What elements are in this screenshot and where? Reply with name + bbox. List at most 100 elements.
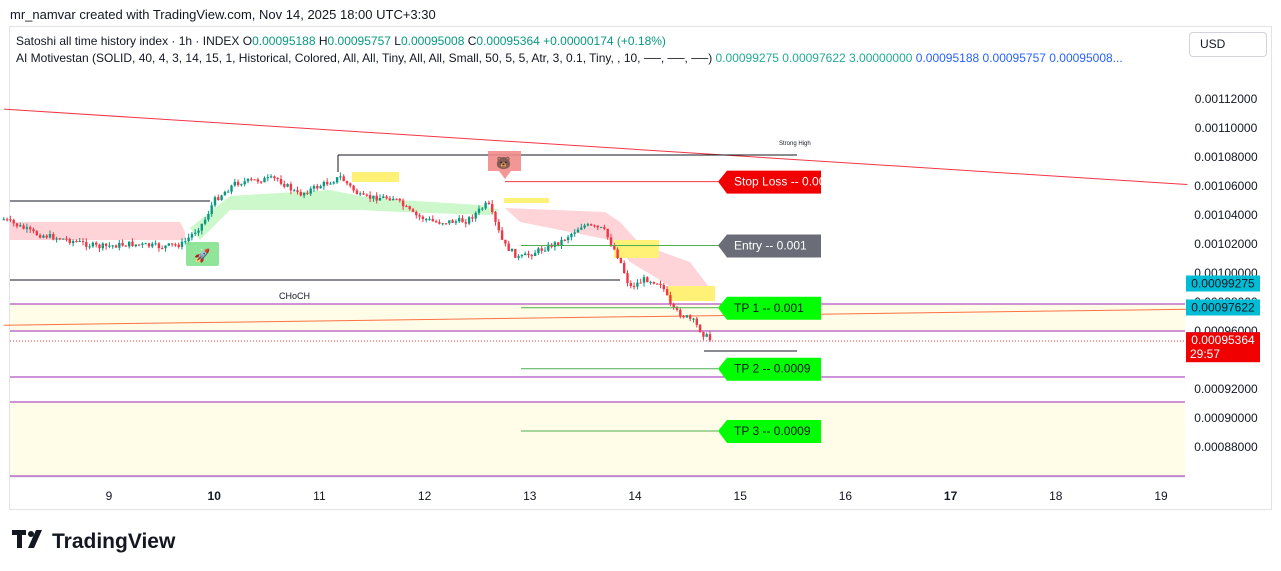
candle-body [118, 242, 121, 248]
candle-body [312, 185, 316, 189]
candle-body [200, 223, 203, 231]
candle-body [283, 183, 286, 187]
candle-body [137, 244, 141, 246]
candle-body [527, 253, 530, 256]
level-tag-entry[interactable] [718, 234, 821, 258]
x-tick-label: 10 [208, 489, 222, 503]
candle-body [246, 178, 250, 182]
level-label-tp1: TP 1 -- 0.001 [734, 301, 804, 315]
candle-body [385, 196, 388, 199]
candle-body [705, 334, 708, 337]
candle-body [378, 198, 382, 201]
candle-body [151, 243, 154, 247]
bullish-cloud [190, 190, 500, 240]
buy-signal-marker[interactable]: 🚀 [186, 242, 219, 266]
candle-body [42, 235, 45, 238]
indicator-legend[interactable]: AI Motivestan (SOLID, 40, 4, 3, 14, 15, … [16, 51, 1123, 65]
svg-text:🐻: 🐻 [496, 155, 511, 170]
price-label-box [1186, 299, 1260, 316]
candle-body [170, 243, 174, 245]
trade-levels: Stop Loss -- 0.0011 Entry -- 0.001 TP 1 --… [505, 170, 838, 444]
candle-body [434, 221, 438, 223]
candle-body [365, 194, 368, 196]
candle-body [368, 195, 372, 199]
y-tick-label: 0.00088000 [1194, 440, 1258, 454]
indicator-value: 3.00000000 [849, 51, 913, 65]
candle-body [471, 217, 474, 219]
x-axis[interactable]: 9 10 11 12 13 14 15 16 17 18 19 [106, 489, 1168, 503]
y-tick-label: 0.00106000 [1194, 179, 1258, 193]
candle-body [227, 191, 230, 193]
order-block [668, 286, 715, 301]
candle-body [451, 220, 454, 223]
price-labels: 0.000992750.000976220.000953660.00095364… [1186, 275, 1260, 363]
y-tick-label: 0.00104000 [1194, 208, 1258, 222]
candle-body [636, 282, 639, 287]
symbol-legend[interactable]: Satoshi all time history index · 1h · IN… [16, 34, 666, 48]
candle-body [91, 242, 95, 247]
candle-body [692, 318, 695, 320]
upper-trendline [3, 108, 1188, 186]
level-tag-tp3[interactable] [718, 420, 821, 444]
candle-body [71, 241, 75, 244]
candle-body [573, 232, 576, 234]
candle-body [517, 256, 520, 258]
candle-body [623, 263, 626, 274]
candle-body [68, 239, 71, 244]
candle-body [669, 295, 672, 304]
candle-body [319, 186, 322, 189]
candle-body [441, 223, 444, 225]
candle-body [685, 315, 689, 318]
candle-body [335, 177, 339, 183]
candle-body [243, 181, 246, 185]
candle-body [537, 248, 540, 253]
candle-body [230, 185, 233, 192]
candle-body [586, 224, 590, 226]
candle-body [656, 283, 659, 285]
candle-body [563, 239, 566, 241]
candle-body [78, 241, 81, 243]
candle-body [2, 219, 5, 221]
candle-body [580, 227, 583, 230]
candle-body [530, 255, 533, 257]
candle-body [326, 181, 329, 185]
svg-text:🚀: 🚀 [194, 248, 210, 263]
x-tick-label: 16 [839, 489, 853, 503]
candle-body [98, 244, 101, 249]
candle-body [642, 277, 646, 283]
order-block [352, 172, 399, 182]
candle-body [32, 229, 35, 232]
candle-body [629, 283, 632, 287]
candle-body [590, 224, 593, 226]
candle-body [428, 218, 431, 220]
candle-body [543, 250, 547, 252]
candle-body [583, 225, 586, 228]
y-tick-label: 0.00110000 [1195, 121, 1258, 135]
level-tag-stop_loss[interactable] [718, 170, 821, 194]
price-label-box [1186, 332, 1260, 363]
candle-body [236, 181, 240, 186]
sell-signal-marker[interactable]: 🐻 [488, 151, 521, 179]
candle-body [75, 241, 78, 243]
indicator-value: 0.00097622 [782, 51, 846, 65]
candle-body [293, 190, 296, 192]
candle-body [108, 245, 111, 247]
strong-high-annotation: Strong High [779, 141, 811, 147]
candle-body [101, 243, 104, 249]
candle-body [547, 244, 550, 251]
tradingview-logo[interactable]: TradingView [12, 530, 175, 554]
candle-body [81, 241, 85, 243]
currency-button[interactable]: USD [1189, 32, 1267, 57]
candle-body [698, 324, 702, 333]
candle-body [510, 248, 514, 251]
candle-body [500, 230, 504, 240]
level-tag-tp1[interactable] [718, 296, 821, 320]
candles-group [2, 172, 712, 342]
close-label: C [467, 34, 477, 48]
candle-body [652, 281, 656, 284]
y-axis[interactable]: 0.00112000 0.00110000 0.00108000 0.00106000… [1194, 92, 1258, 454]
candle-body [85, 241, 88, 247]
candle-body [19, 225, 22, 227]
level-tag-tp2[interactable] [718, 357, 821, 381]
